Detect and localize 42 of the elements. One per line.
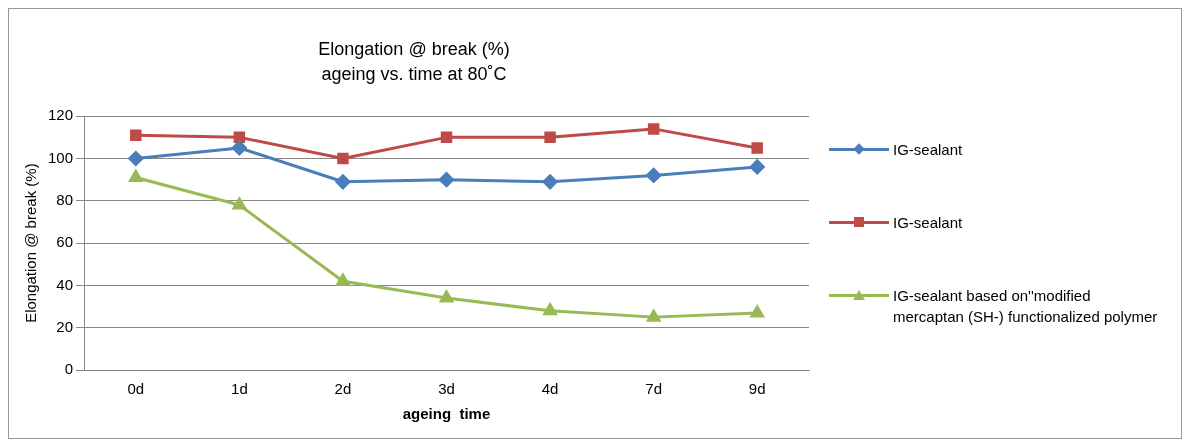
- point: [751, 142, 763, 154]
- x-tick-label: 2d: [334, 380, 352, 398]
- point: [335, 174, 351, 190]
- point: [337, 152, 349, 165]
- legend-label: IG-sealant: [893, 213, 964, 233]
- point: [129, 170, 143, 183]
- point: [232, 197, 247, 210]
- point: [646, 167, 662, 183]
- point: [336, 273, 350, 286]
- y-tick-label: 40: [56, 275, 74, 293]
- y-tick-label: 0: [64, 360, 74, 378]
- chart-subtitle: ageing vs. time at 80˚C: [321, 64, 507, 85]
- point: [646, 309, 661, 322]
- legend-label: IG-sealant based on''modified mercaptan (SH-) functionalized polymer: [893, 286, 1159, 327]
- point: [440, 131, 453, 144]
- x-axis-title: ageing time: [402, 405, 491, 423]
- y-tick-label: 20: [56, 317, 74, 335]
- point: [233, 131, 246, 144]
- point: [647, 123, 660, 135]
- point: [749, 159, 765, 175]
- point: [439, 172, 455, 188]
- point: [130, 129, 142, 141]
- x-tick-label: 1d: [231, 380, 248, 398]
- point: [439, 290, 454, 303]
- y-tick-label: 100: [48, 148, 74, 166]
- y-tick-label: 60: [56, 233, 74, 251]
- point: [543, 303, 557, 316]
- y-tick-label: 80: [56, 190, 74, 208]
- x-tick-label: 0d: [127, 380, 145, 398]
- point: [231, 140, 247, 156]
- point: [544, 131, 556, 144]
- x-tick-label: 9d: [748, 380, 766, 398]
- x-tick-label: 4d: [541, 380, 559, 398]
- chart-title: Elongation @ break (%): [318, 38, 510, 59]
- point: [750, 305, 764, 318]
- y-tick-label: 120: [48, 106, 74, 124]
- legend-label: IG-sealant: [893, 140, 964, 160]
- point: [128, 151, 144, 166]
- y-axis-title: Elongation @ break (%): [22, 163, 40, 323]
- point: [542, 174, 558, 190]
- x-tick-label: 7d: [645, 380, 662, 398]
- x-tick-label: 3d: [438, 380, 455, 398]
